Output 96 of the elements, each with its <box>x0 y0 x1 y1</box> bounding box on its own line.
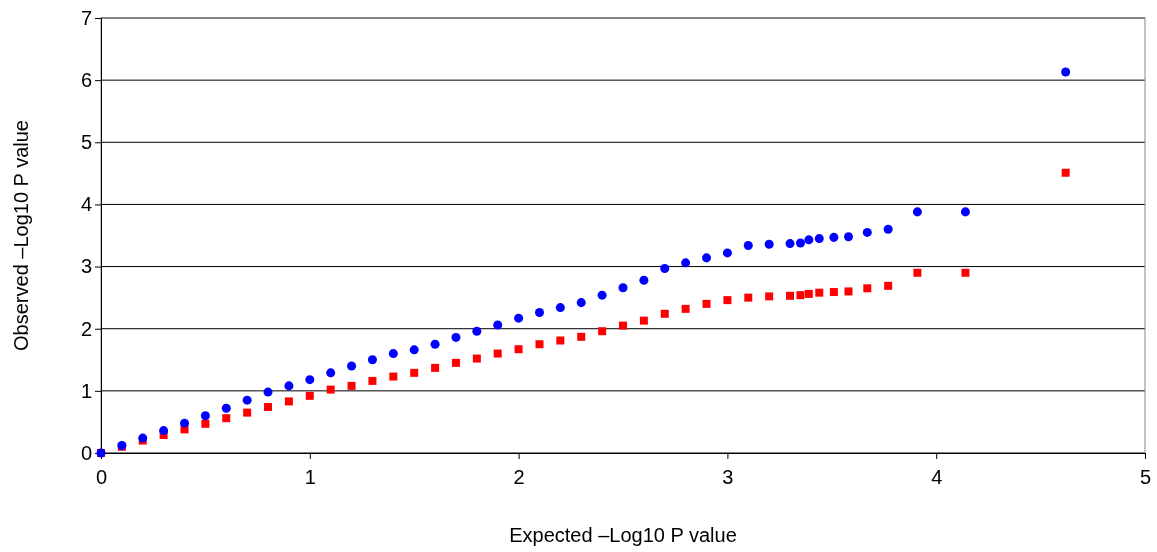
point <box>660 309 669 318</box>
point <box>844 287 853 296</box>
point <box>451 332 461 342</box>
point <box>804 235 814 245</box>
point <box>863 284 872 293</box>
point <box>598 327 607 336</box>
point <box>723 296 732 305</box>
point <box>242 395 252 405</box>
y-tick-label: 2 <box>80 317 92 340</box>
point <box>368 376 377 385</box>
point <box>702 299 711 308</box>
point <box>702 253 712 263</box>
point <box>913 268 922 277</box>
point <box>514 313 524 323</box>
point <box>1061 67 1071 77</box>
y-tick-label: 3 <box>80 255 92 278</box>
point <box>912 207 922 217</box>
point <box>347 381 356 390</box>
point <box>597 290 607 300</box>
point <box>815 288 824 297</box>
y-tick-label: 7 <box>80 6 92 29</box>
point <box>765 292 774 301</box>
x-tick-label: 1 <box>304 466 316 488</box>
point <box>829 288 838 297</box>
point <box>681 304 690 313</box>
point <box>389 372 398 381</box>
point <box>263 387 273 397</box>
point <box>472 326 482 336</box>
point <box>681 258 691 268</box>
point <box>556 336 565 345</box>
y-tick-label: 1 <box>80 379 92 402</box>
x-tick-label: 4 <box>931 466 943 488</box>
point <box>722 248 732 258</box>
point <box>159 426 169 436</box>
point <box>743 240 753 250</box>
point <box>535 340 544 349</box>
point <box>431 363 440 372</box>
point <box>829 232 839 242</box>
point <box>201 419 210 428</box>
point <box>409 345 419 355</box>
point <box>843 232 854 242</box>
point <box>555 303 565 313</box>
point <box>222 414 231 423</box>
point <box>326 385 335 394</box>
point <box>451 358 460 367</box>
point <box>862 227 872 237</box>
point <box>221 403 231 413</box>
point <box>744 293 753 302</box>
point <box>618 283 628 293</box>
point <box>243 408 252 417</box>
point <box>961 268 970 277</box>
x-tick-label: 3 <box>722 466 734 488</box>
x-tick-label: 5 <box>1139 466 1152 488</box>
point <box>200 411 210 421</box>
point <box>960 207 970 217</box>
point <box>284 381 294 391</box>
point <box>388 349 398 359</box>
point <box>367 355 377 365</box>
point <box>284 397 293 406</box>
point <box>795 238 805 248</box>
point <box>639 316 648 325</box>
point <box>883 224 893 234</box>
y-tick-label: 0 <box>80 441 92 464</box>
x-axis-title: Expected –Log10 P value <box>509 524 737 546</box>
point <box>764 239 774 249</box>
point <box>577 332 586 341</box>
y-tick-label: 6 <box>80 69 92 92</box>
point <box>493 349 502 358</box>
point <box>472 354 481 363</box>
point <box>660 263 670 273</box>
point <box>1061 168 1070 177</box>
point <box>493 320 503 330</box>
y-tick-label: 4 <box>80 193 92 216</box>
point <box>786 291 795 300</box>
y-axis-title: Observed –Log10 P value <box>10 120 32 351</box>
point <box>534 308 544 318</box>
point <box>410 368 419 377</box>
point <box>347 361 357 371</box>
point <box>804 289 813 298</box>
point <box>430 339 440 349</box>
point <box>639 275 649 285</box>
point <box>814 234 824 244</box>
x-tick-label: 0 <box>95 466 108 488</box>
point <box>305 391 314 400</box>
point <box>796 291 805 300</box>
point <box>514 345 523 354</box>
x-tick-label: 2 <box>513 466 525 488</box>
point <box>305 375 315 385</box>
point <box>264 403 273 412</box>
y-tick-label: 5 <box>80 131 92 154</box>
point <box>884 281 893 290</box>
point <box>326 368 336 378</box>
point <box>576 298 586 308</box>
point <box>619 321 627 330</box>
point <box>785 239 795 249</box>
point <box>180 418 190 428</box>
